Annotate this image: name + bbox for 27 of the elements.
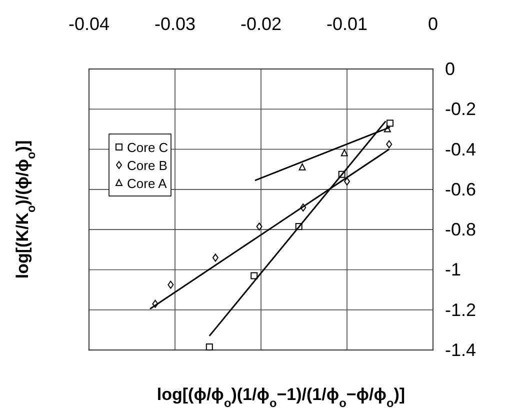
point [386,140,392,148]
y-tick-label: -1.2 [445,300,476,320]
point [298,163,306,170]
x-tick-label: 0 [428,14,438,34]
legend-label: Core C [127,140,168,155]
point [386,120,394,127]
legend-label: Core A [127,176,168,191]
y-tick-label: -0.8 [445,220,476,240]
y-tick-label: -0.6 [445,179,476,200]
point [344,177,350,186]
point [256,222,262,231]
point [250,272,258,280]
y-tick-label: -0.4 [445,139,476,160]
point [206,343,213,350]
x-tick-label: -0.02 [240,14,282,34]
y-tick-label: -1 [445,260,462,280]
y-tick-label: -1.4 [445,340,476,360]
legend-label: Core B [127,158,168,173]
x-tick-label: -0.03 [154,14,196,34]
point [168,280,174,289]
x-tick-label: -0.04 [68,14,110,34]
y-tick-label: 0 [445,59,456,79]
text: log[(ϕ/ϕ$_{o}$)(1/ϕ$_{o}$−1)/(1/ϕ$_{o}$−ϕ/ϕ$_{o}$)] [156,385,406,410]
point [340,149,348,156]
point [212,254,218,262]
x-tick-label: -0.01 [326,14,368,34]
y-tick-label: -0.2 [445,99,476,120]
